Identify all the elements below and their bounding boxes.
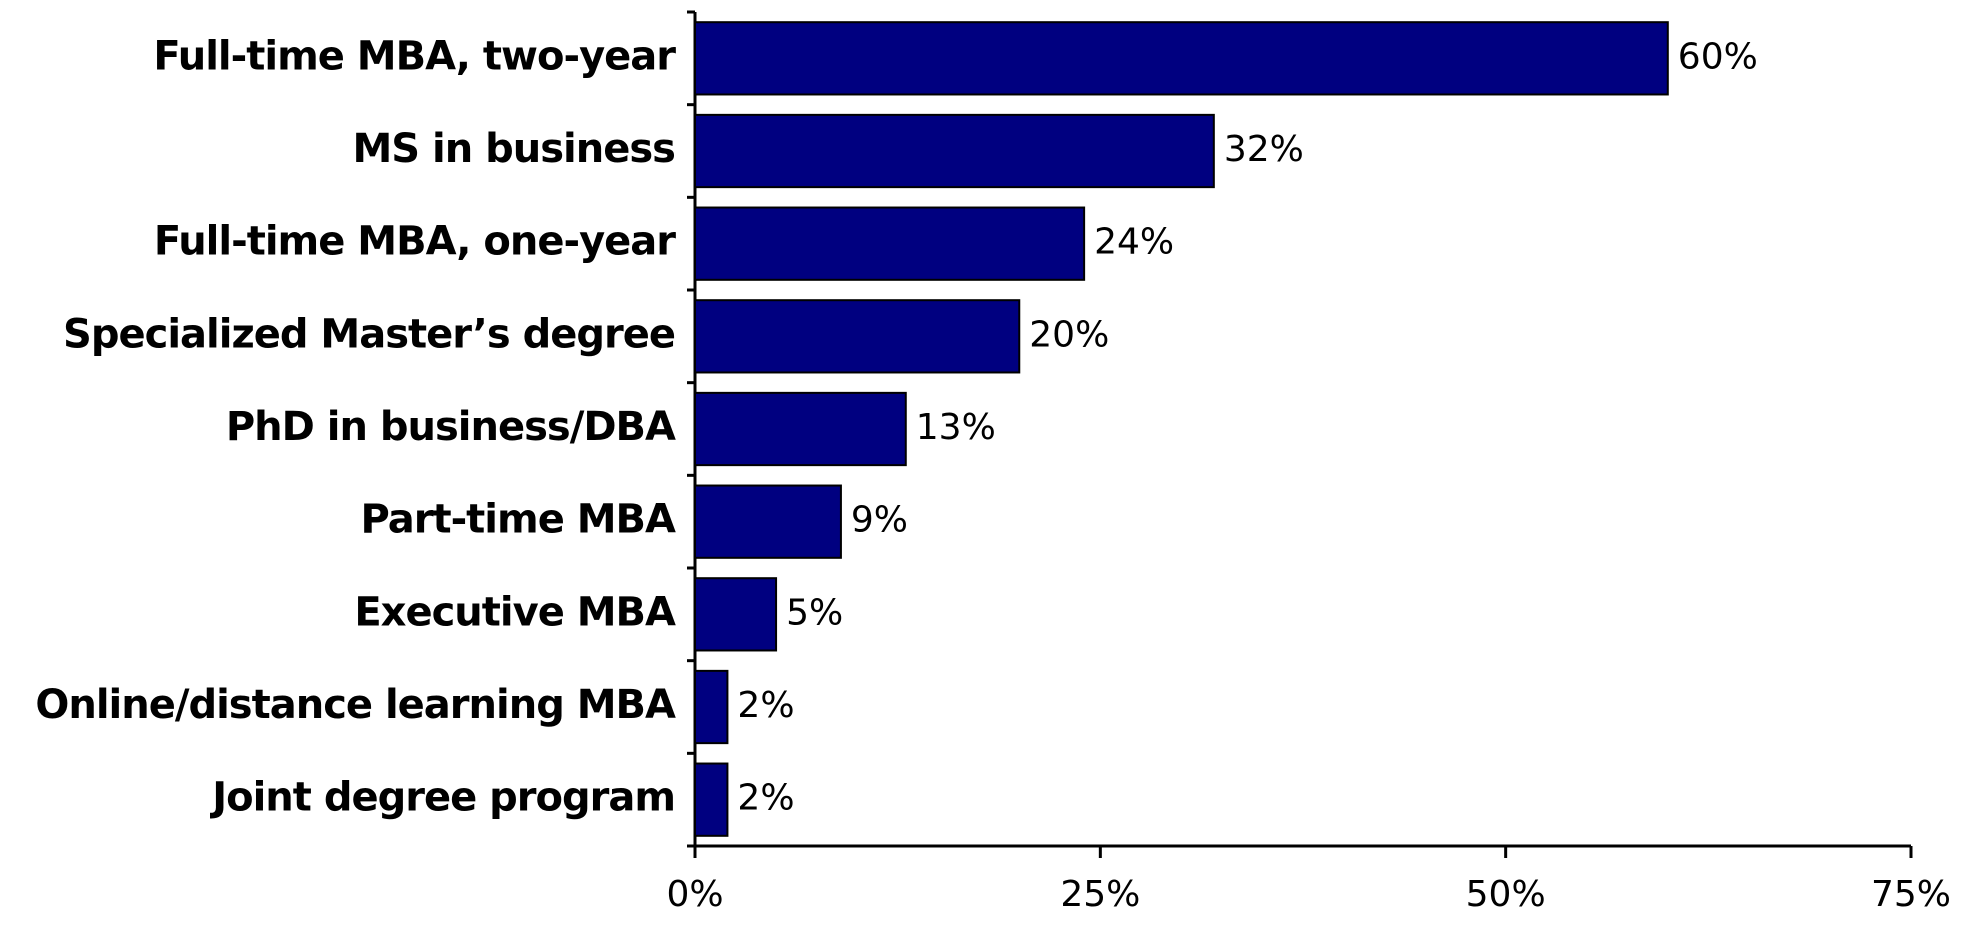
value-label: 5% bbox=[786, 592, 843, 633]
bar bbox=[694, 21, 1669, 96]
x-tick-label: 50% bbox=[1466, 874, 1546, 915]
value-label: 60% bbox=[1678, 36, 1758, 77]
category-label: Executive MBA bbox=[354, 589, 676, 635]
bar bbox=[694, 299, 1021, 374]
bar bbox=[694, 669, 729, 745]
category-label: Full-time MBA, two-year bbox=[153, 33, 676, 79]
value-label: 2% bbox=[737, 685, 794, 726]
category-label: Full-time MBA, one-year bbox=[154, 219, 676, 265]
category-label: PhD in business/DBA bbox=[226, 404, 676, 450]
bar bbox=[694, 484, 842, 559]
bar bbox=[694, 391, 907, 467]
value-label: 20% bbox=[1029, 314, 1109, 355]
bar bbox=[694, 206, 1086, 281]
value-label: 24% bbox=[1094, 222, 1174, 263]
x-tick-label: 75% bbox=[1871, 874, 1951, 915]
x-tick-label: 25% bbox=[1060, 874, 1140, 915]
category-label: Joint degree program bbox=[209, 775, 675, 821]
x-tick-label: 0% bbox=[666, 874, 723, 915]
value-label: 32% bbox=[1224, 129, 1304, 170]
value-label: 13% bbox=[916, 407, 996, 448]
value-label: 2% bbox=[737, 778, 794, 819]
category-label: Online/distance learning MBA bbox=[35, 682, 676, 728]
bar bbox=[694, 113, 1215, 189]
bar bbox=[694, 577, 778, 652]
category-label: Specialized Master’s degree bbox=[63, 311, 675, 357]
category-label: MS in business bbox=[352, 126, 675, 172]
bar bbox=[694, 762, 729, 837]
category-label: Part-time MBA bbox=[361, 497, 677, 543]
value-label: 9% bbox=[851, 500, 908, 541]
